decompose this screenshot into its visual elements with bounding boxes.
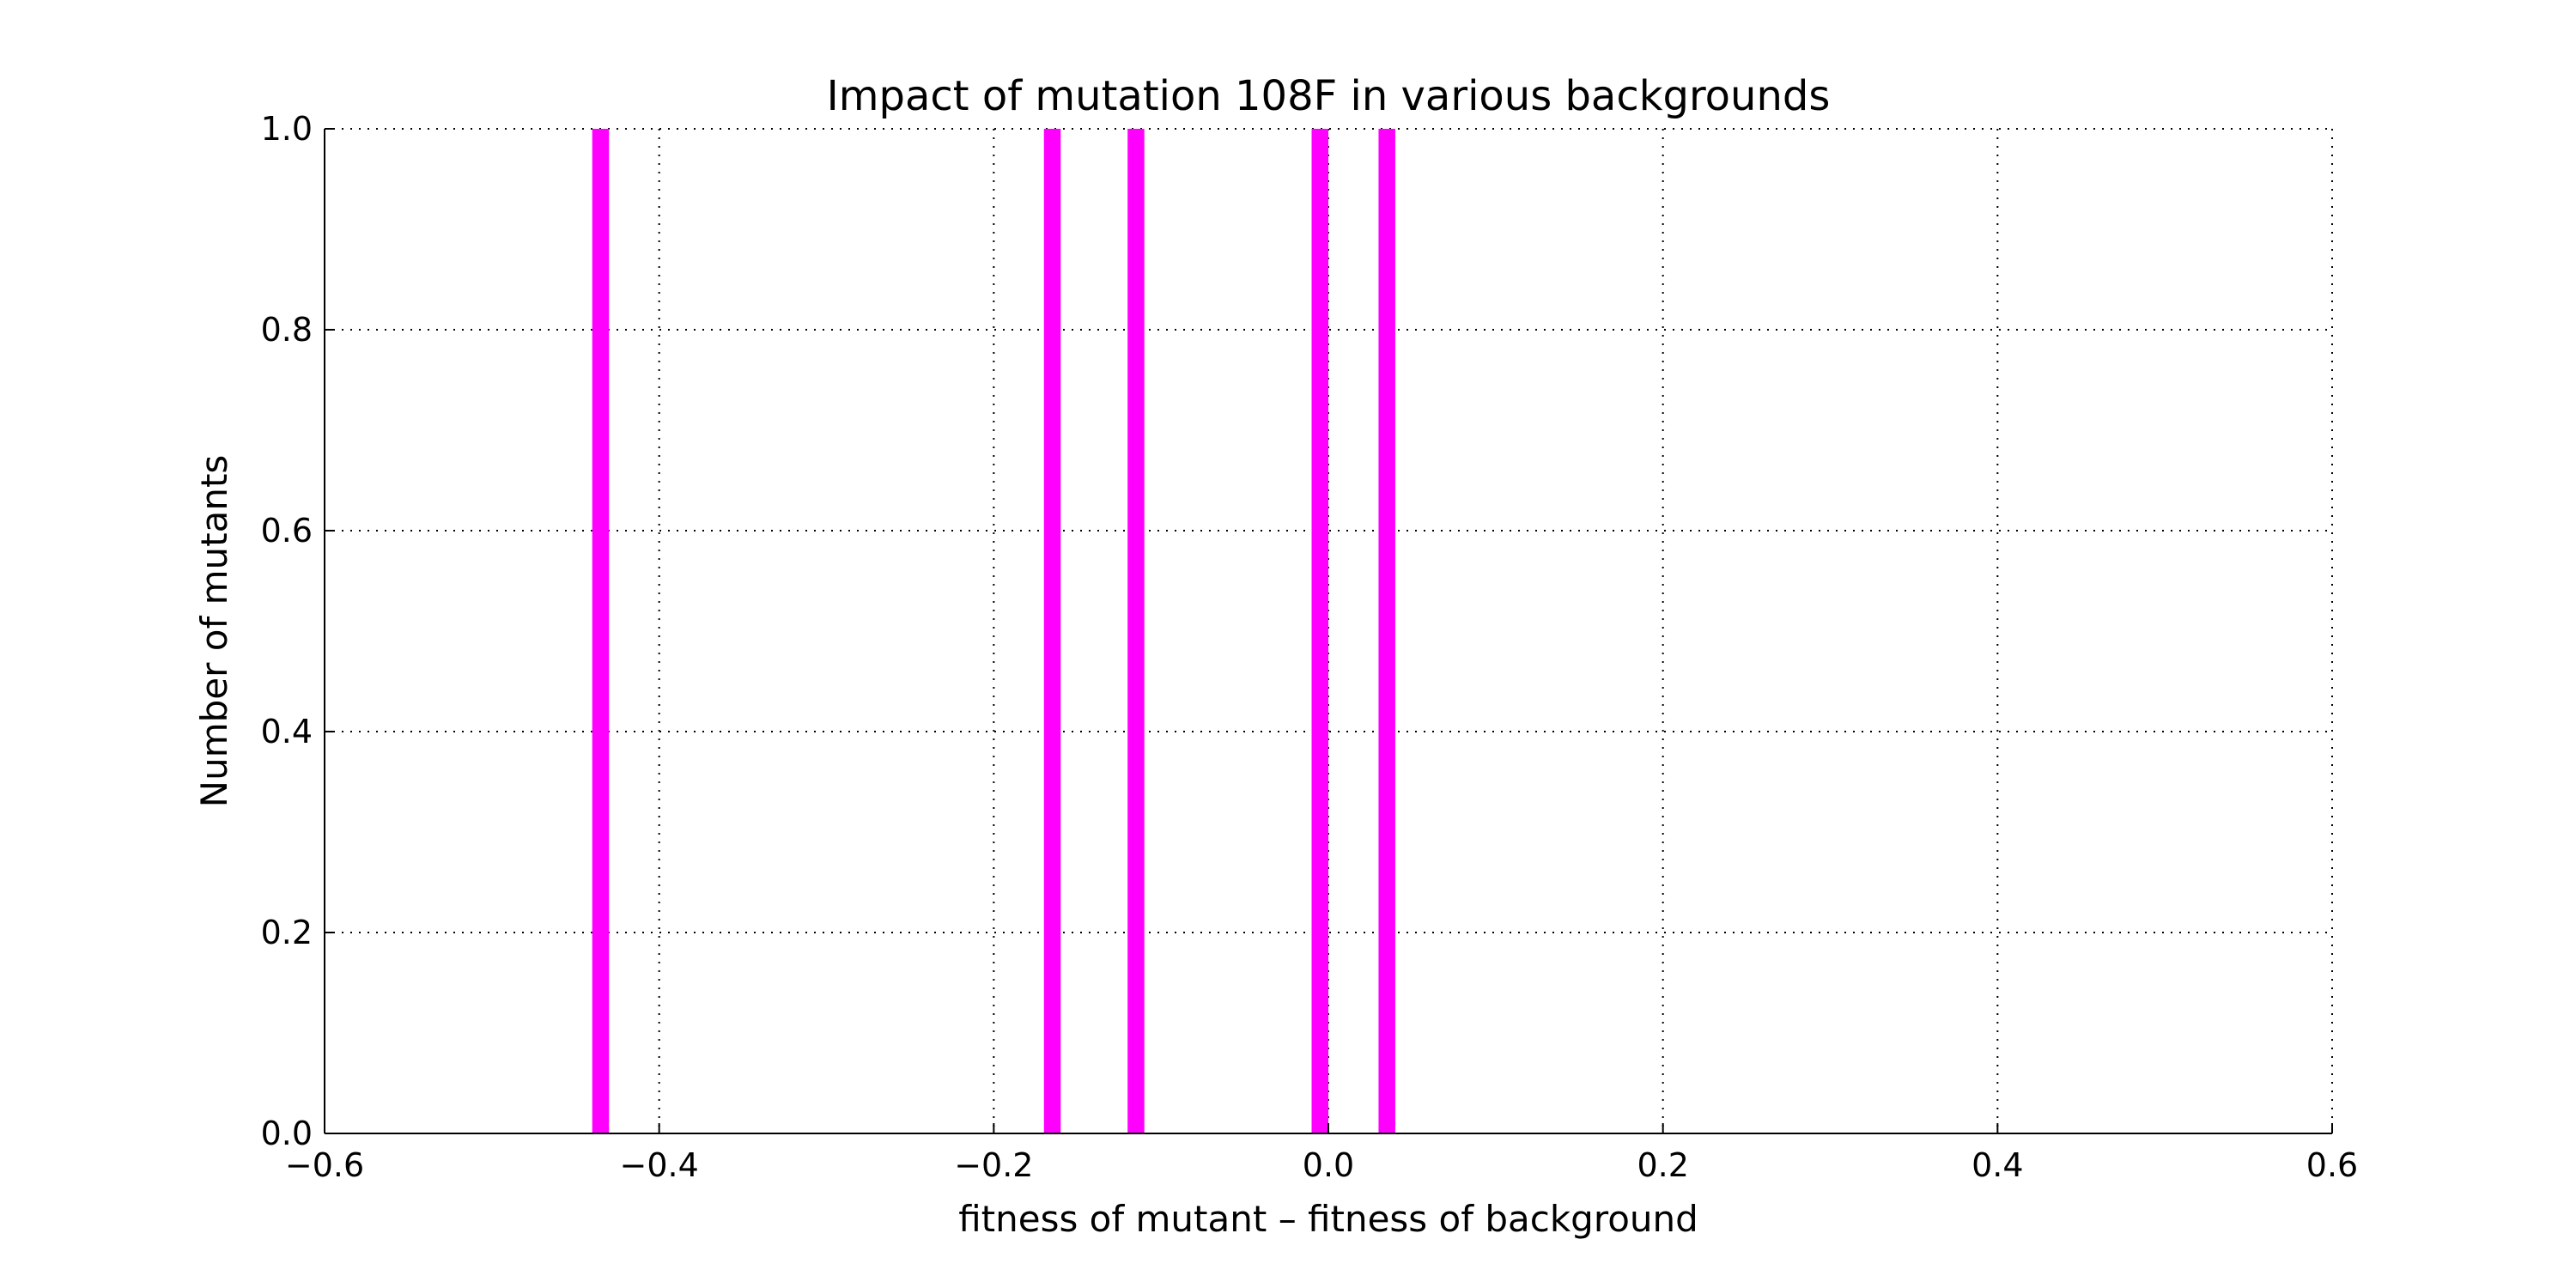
y-tick-label: 0.2 xyxy=(261,914,313,951)
y-axis-label: Number of mutants xyxy=(193,455,235,808)
histogram-bar xyxy=(1311,129,1328,1133)
x-tick-label: 0.4 xyxy=(1971,1146,2023,1184)
x-tick-label: 0.6 xyxy=(2306,1146,2358,1184)
x-ticks: −0.6 −0.4 −0.2 0.0 0.2 0.4 0.6 xyxy=(285,1123,2358,1184)
chart-title: Impact of mutation 108F in various backg… xyxy=(827,72,1831,120)
x-tick-label: 0.2 xyxy=(1637,1146,1688,1184)
y-ticks: 0.0 0.2 0.4 0.6 0.8 1.0 xyxy=(261,110,335,1152)
histogram-bar xyxy=(592,129,610,1133)
bars xyxy=(592,129,1395,1133)
x-tick-label: −0.2 xyxy=(954,1146,1033,1184)
y-tick-label: 0.0 xyxy=(261,1115,313,1152)
y-tick-label: 1.0 xyxy=(261,110,313,148)
x-axis-label: fitness of mutant – fitness of backgroun… xyxy=(958,1198,1698,1240)
histogram-bar xyxy=(1043,129,1061,1133)
x-tick-label: −0.6 xyxy=(285,1146,364,1184)
y-tick-label: 0.6 xyxy=(261,512,313,550)
x-tick-label: 0.0 xyxy=(1303,1146,1354,1184)
histogram-bar xyxy=(1127,129,1145,1133)
y-tick-label: 0.8 xyxy=(261,311,313,349)
histogram-bar xyxy=(1378,129,1395,1133)
y-tick-label: 0.4 xyxy=(261,713,313,750)
x-tick-label: −0.4 xyxy=(620,1146,699,1184)
